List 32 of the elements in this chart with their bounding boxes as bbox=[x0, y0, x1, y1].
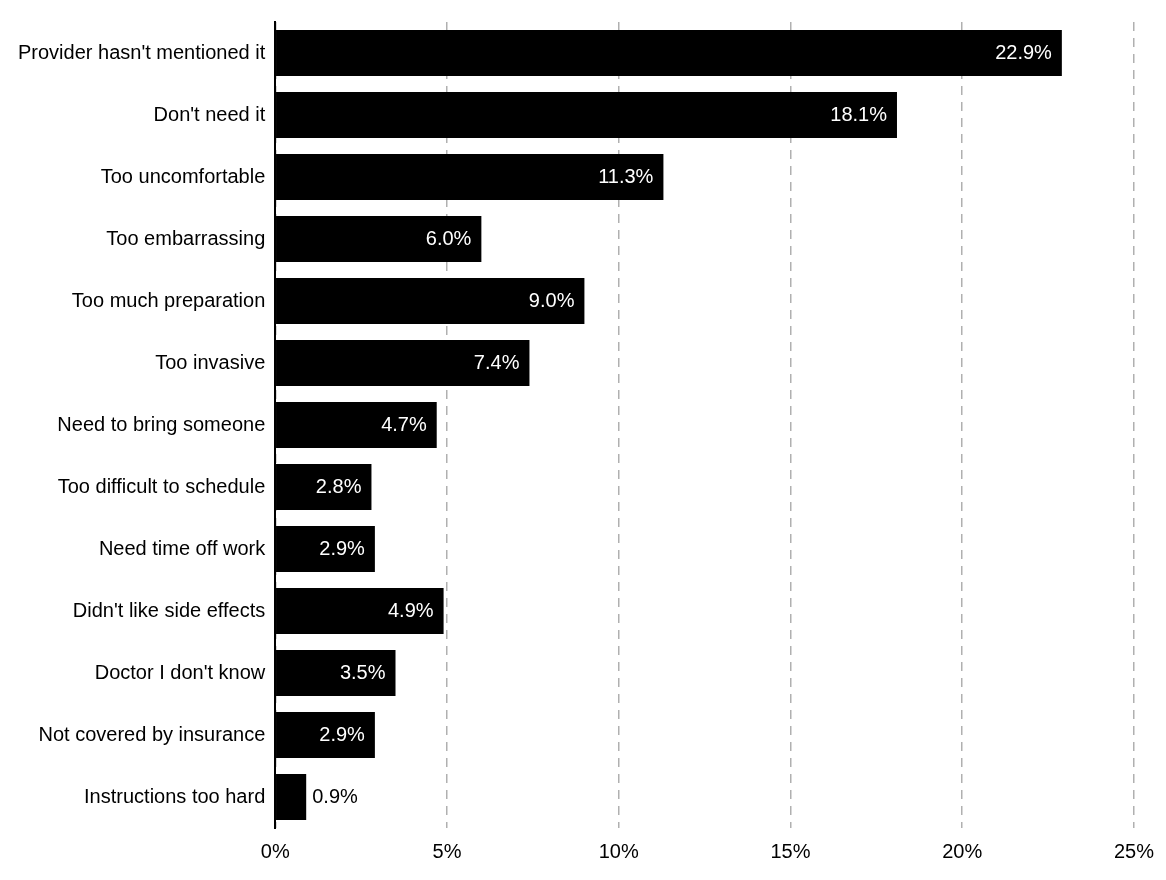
data-label: 2.9% bbox=[319, 722, 366, 745]
data-label: 9.0% bbox=[528, 288, 575, 311]
data-label: 3.5% bbox=[339, 660, 386, 683]
data-label: 4.9% bbox=[388, 598, 434, 621]
y-tick-label: Need to bring someone bbox=[57, 412, 266, 435]
y-tick-label: Didn't like side effects bbox=[72, 598, 266, 621]
x-tick-label: 25% bbox=[1113, 839, 1155, 862]
y-tick-label: Too invasive bbox=[155, 350, 266, 373]
x-tick-label: 20% bbox=[942, 839, 983, 862]
y-tick-label: Don't need it bbox=[153, 102, 266, 125]
y-tick-label: Need time off work bbox=[98, 536, 267, 559]
y-tick-label: Not covered by insurance bbox=[38, 722, 266, 745]
data-label: 11.3% bbox=[598, 164, 654, 187]
x-tick-label: 15% bbox=[770, 839, 811, 862]
y-tick-label: Too difficult to schedule bbox=[57, 474, 266, 497]
x-tick-label: 5% bbox=[432, 839, 462, 862]
y-tick-label: Too uncomfortable bbox=[100, 164, 266, 187]
data-label: 7.4% bbox=[473, 350, 520, 373]
data-label: 4.7% bbox=[381, 412, 427, 435]
y-tick-label: Too much preparation bbox=[71, 288, 266, 311]
y-tick-label: Too embarrassing bbox=[106, 226, 266, 249]
data-label: 2.9% bbox=[319, 536, 366, 559]
data-label: 22.9% bbox=[995, 40, 1053, 63]
data-label: 6.0% bbox=[425, 226, 472, 249]
y-tick-label: Instructions too hard bbox=[84, 784, 266, 807]
x-tick-label: 10% bbox=[598, 839, 639, 862]
data-label: 0.9% bbox=[312, 784, 358, 807]
x-tick-label: 0% bbox=[260, 839, 290, 862]
y-tick-label: Doctor I don't know bbox=[94, 660, 266, 683]
data-label: 18.1% bbox=[830, 102, 888, 125]
data-label: 2.8% bbox=[315, 474, 362, 497]
y-tick-label: Provider hasn't mentioned it bbox=[17, 40, 266, 63]
